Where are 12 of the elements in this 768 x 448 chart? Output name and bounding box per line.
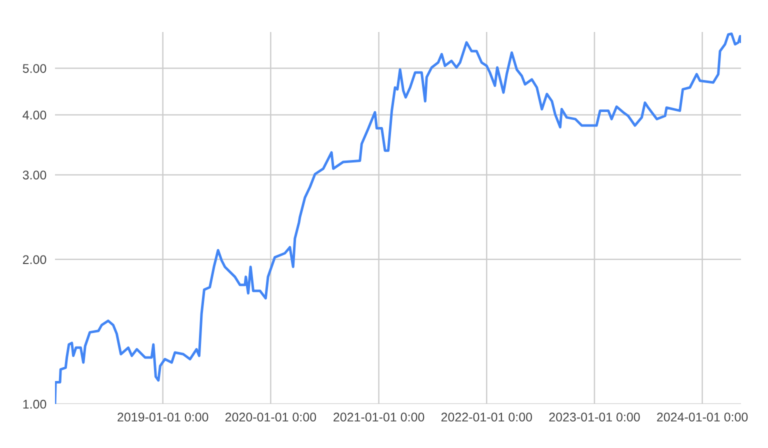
x-tick-label: 2020-01-01 0:00 — [225, 412, 316, 422]
y-tick-label: 2.00 — [22, 255, 46, 264]
y-tick-label: 1.00 — [23, 400, 46, 409]
x-tick-label: 2024-01-01 0:00 — [657, 412, 748, 422]
y-tick-label: 5.00 — [22, 64, 46, 73]
x-tick-label: 2023-01-01 0:00 — [549, 412, 640, 422]
x-tick-label: 2021-01-01 0:00 — [334, 412, 424, 422]
x-tick-label: 2019-01-01 0:00 — [118, 412, 208, 422]
y-tick-label: 4.00 — [22, 110, 46, 120]
x-tick-label: 2022-01-01 0:00 — [441, 412, 532, 422]
y-tick-label: 3.00 — [22, 170, 46, 180]
line-series — [55, 32, 741, 404]
